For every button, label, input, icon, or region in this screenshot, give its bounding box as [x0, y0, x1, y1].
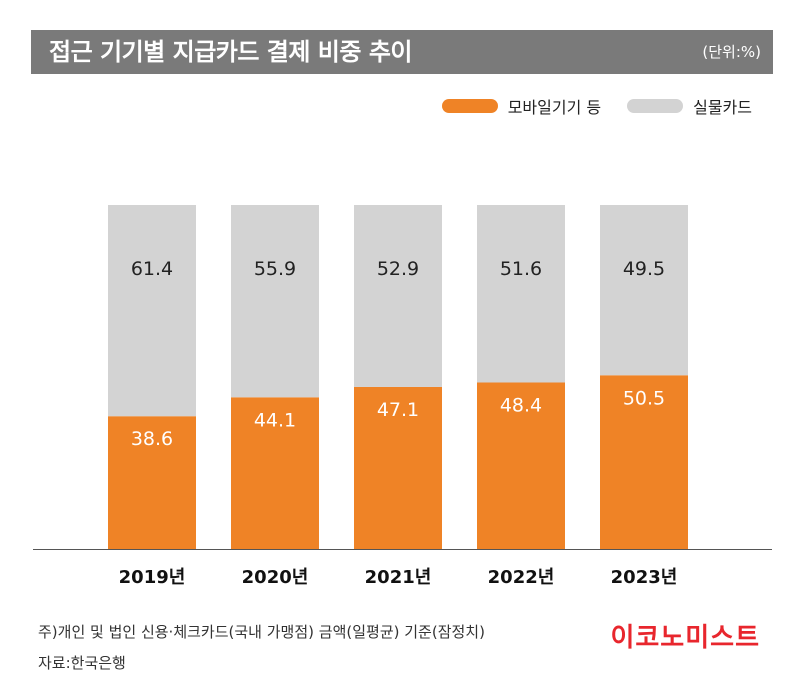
source-note: 자료:한국은행	[38, 654, 126, 672]
x-tick-label-0: 2019년	[119, 567, 186, 588]
legend-swatch-physical	[627, 99, 684, 113]
bar-physical-1	[231, 205, 319, 398]
data-label-mobile-1: 44.1	[254, 409, 296, 431]
data-label-physical-3: 51.6	[500, 258, 542, 280]
unit-label: (단위:%)	[702, 43, 761, 61]
legend-swatch-mobile	[441, 99, 498, 113]
legend-label-physical: 실물카드	[693, 98, 752, 117]
footnote: 주)개인 및 법인 신용·체크카드(국내 가맹점) 금액(일평균) 기준(잠정치…	[38, 623, 485, 641]
legend-item-mobile: 모바일기기 등	[441, 94, 602, 118]
bar-mobile-3	[477, 382, 565, 549]
data-label-mobile-4: 50.5	[623, 387, 665, 409]
data-label-physical-4: 49.5	[623, 258, 665, 280]
x-tick-label-1: 2020년	[242, 567, 309, 588]
legend-label-mobile: 모바일기기 등	[507, 98, 602, 117]
bar-mobile-0	[108, 416, 196, 549]
bar-mobile-2	[354, 386, 442, 549]
x-tick-label-2: 2021년	[365, 567, 432, 588]
data-label-mobile-3: 48.4	[500, 395, 542, 417]
legend: 모바일기기 등 실물카드	[416, 94, 752, 118]
bar-physical-0	[108, 205, 196, 417]
data-label-physical-1: 55.9	[254, 258, 296, 280]
data-label-mobile-2: 47.1	[377, 399, 419, 421]
bar-mobile-4	[600, 375, 688, 549]
data-label-physical-2: 52.9	[377, 258, 419, 280]
chart-title: 접근 기기별 지급카드 결제 비중 추이	[49, 38, 412, 66]
bar-physical-3	[477, 205, 565, 383]
bar-mobile-1	[231, 397, 319, 549]
legend-item-physical: 실물카드	[627, 94, 752, 118]
data-label-mobile-0: 38.6	[131, 428, 173, 450]
x-tick-label-4: 2023년	[611, 567, 678, 588]
publisher-logo: 이코노미스트	[610, 623, 760, 653]
x-tick-label-3: 2022년	[488, 567, 555, 588]
bar-physical-4	[600, 205, 688, 376]
data-label-physical-0: 61.4	[131, 258, 173, 280]
title-bar: 접근 기기별 지급카드 결제 비중 추이 (단위:%)	[31, 30, 773, 74]
bar-physical-2	[354, 205, 442, 387]
